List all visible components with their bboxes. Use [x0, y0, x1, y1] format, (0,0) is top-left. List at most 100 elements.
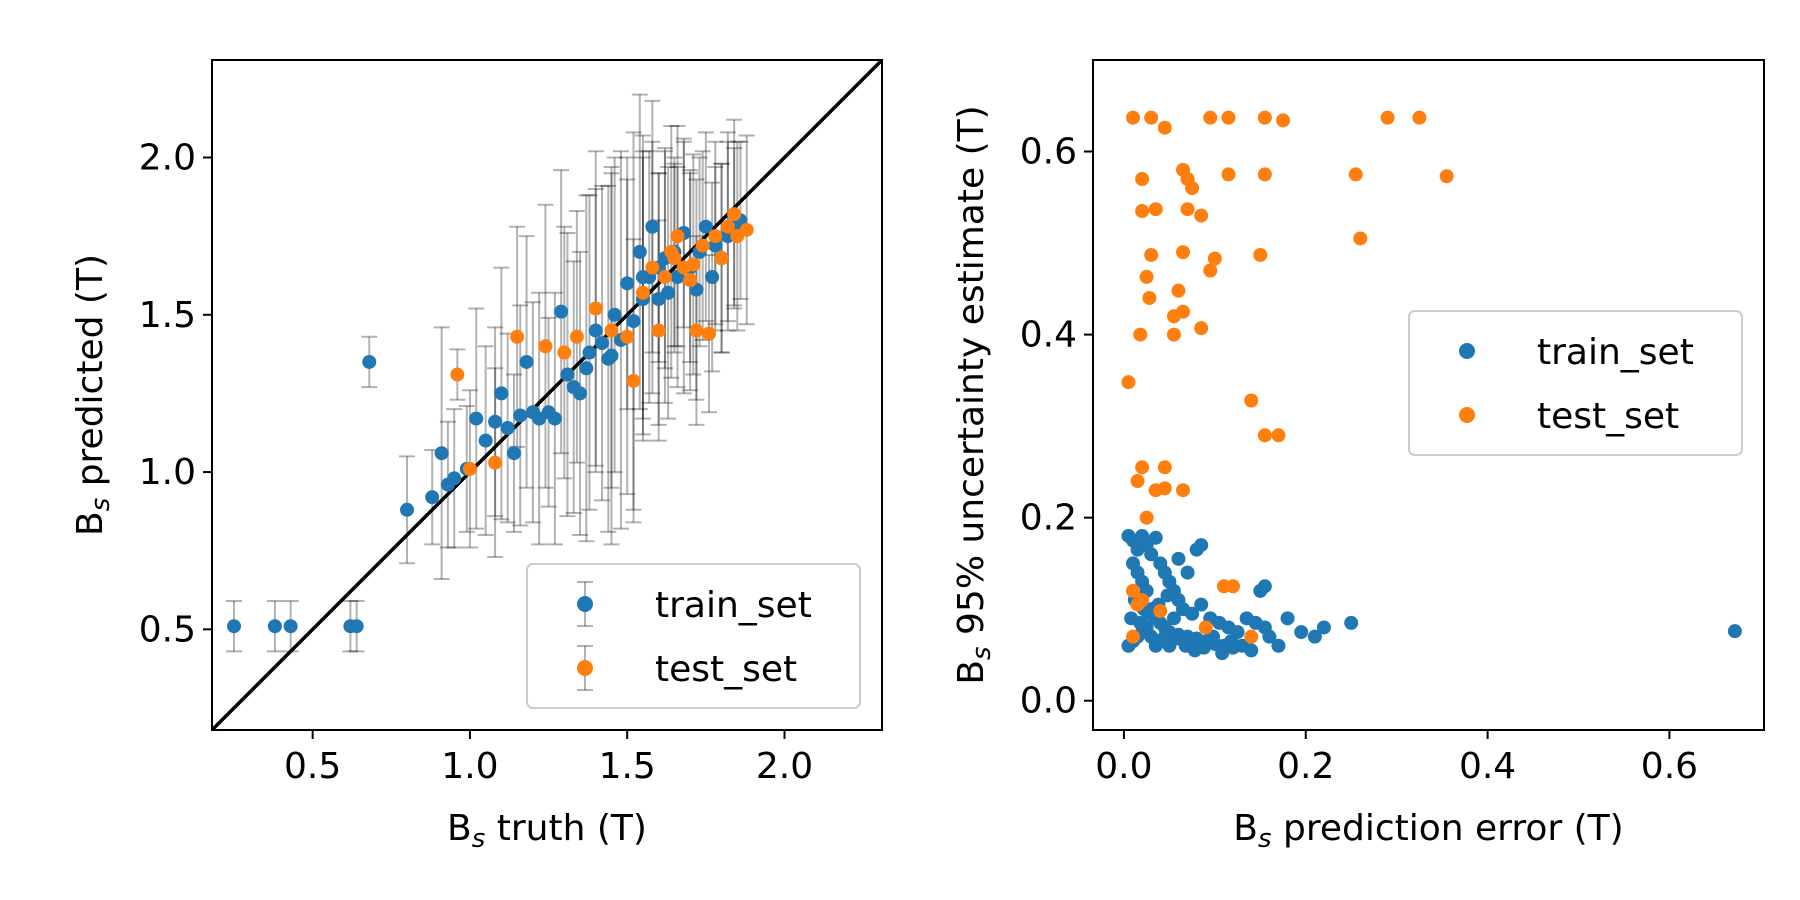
point-train_set-57: [1344, 615, 1359, 630]
point-test_set-21: [701, 326, 716, 341]
point-train_set-40: [1166, 611, 1181, 626]
legend-label-test_set: test_set: [655, 649, 797, 690]
x-axis-label-main: B: [447, 808, 472, 849]
point-test_set-3: [1203, 110, 1218, 125]
point-test_set-28: [1203, 263, 1218, 278]
point-train_set-16: [500, 421, 515, 436]
point-test_set-33: [1166, 327, 1181, 342]
point-test_set-17: [1135, 204, 1150, 219]
point-test_set-38: [1271, 428, 1286, 443]
y-tick-label: 0.5: [139, 609, 196, 650]
point-train_set-17: [506, 446, 521, 461]
point-train_set-68: [1142, 606, 1157, 621]
point-test_set-16: [1439, 169, 1454, 184]
point-test_set-4: [1221, 110, 1236, 125]
point-train_set-63: [1180, 565, 1195, 580]
legend: train_set test_set: [526, 563, 861, 709]
point-test_set-49: [1153, 604, 1168, 619]
point-train_set-70: [1160, 588, 1175, 603]
point-train_set-29: [1244, 643, 1259, 658]
point-train_set-56: [1316, 620, 1331, 635]
point-test_set-32: [1133, 327, 1148, 342]
point-test_set-37: [1257, 428, 1272, 443]
point-train_set-25: [560, 367, 575, 382]
point-test_set-12: [1185, 181, 1200, 196]
point-train_set-49: [698, 219, 713, 234]
point-test_set-40: [1157, 460, 1172, 475]
axes-frame: [1092, 59, 1765, 731]
point-train_set-58: [604, 348, 619, 363]
point-test_set-27: [739, 222, 754, 237]
point-train_set-56: [651, 292, 666, 307]
point-test_set-18: [683, 273, 698, 288]
point-test_set-14: [657, 270, 672, 285]
point-test_set-35: [1121, 375, 1136, 390]
point-test_set-7: [1380, 110, 1395, 125]
point-train_set-10: [447, 471, 462, 486]
point-train_set-6: [400, 502, 415, 517]
point-train_set-15: [494, 386, 509, 401]
legend-box: [526, 563, 861, 709]
point-train_set-1: [267, 619, 282, 634]
point-test_set-39: [1135, 460, 1150, 475]
x-tick-label: 1.5: [599, 746, 656, 787]
point-test_set-22: [708, 229, 723, 244]
point-test_set-46: [1126, 583, 1141, 598]
chart-2: 0.0 0.2 0.4 0.6 0.0 0.2 0.4 0.6 Bs prediction er…: [951, 59, 1765, 854]
point-test_set-23: [714, 251, 729, 266]
legend: train_set test_set: [1408, 310, 1743, 456]
point-train_set-39: [645, 219, 660, 234]
point-train_set-23: [547, 411, 562, 426]
x-tick-label: 1.0: [441, 746, 498, 787]
point-train_set-76: [1215, 646, 1230, 661]
point-train_set-52: [1271, 638, 1286, 653]
point-test_set-28: [686, 257, 701, 272]
point-test_set-3: [510, 329, 525, 344]
point-test_set-9: [1135, 171, 1150, 186]
point-test_set-41: [1130, 474, 1145, 489]
point-test_set-13: [651, 323, 666, 338]
point-test_set-34: [1194, 321, 1209, 336]
point-test_set-13: [1221, 167, 1236, 182]
point-test_set-20: [695, 238, 710, 253]
point-test_set-6: [569, 329, 584, 344]
point-train_set-6: [1148, 530, 1163, 545]
point-test_set-6: [1276, 113, 1291, 128]
point-train_set-27: [573, 386, 588, 401]
point-train_set-0: [227, 619, 242, 634]
point-test_set-51: [1226, 579, 1241, 594]
point-train_set-36: [632, 244, 647, 259]
legend-marker-test_set: [1459, 407, 1475, 423]
y-tick-label: 1.5: [139, 295, 196, 336]
point-test_set-12: [645, 260, 660, 275]
plot-area: [212, 60, 882, 730]
point-train_set-24: [554, 304, 569, 319]
x-tick-label: 0.2: [1277, 746, 1334, 787]
point-test_set-31: [1176, 304, 1191, 319]
x-tick-label: 0.0: [1095, 746, 1152, 787]
point-train_set-59: [1253, 583, 1268, 598]
point-train_set-57: [635, 270, 650, 285]
x-axis-label-rest: prediction error (T): [1272, 808, 1624, 849]
point-test_set-48: [1135, 593, 1150, 608]
point-test_set-1: [1144, 110, 1159, 125]
y-tick-label: 0.2: [1020, 498, 1077, 539]
legend-label-train_set: train_set: [655, 585, 812, 626]
legend-label-test_set: test_set: [1537, 396, 1679, 437]
point-train_set-34: [620, 276, 635, 291]
point-train_set-53: [1280, 611, 1295, 626]
legend-marker-train_set: [577, 596, 593, 612]
y-axis-label-sub: s: [86, 498, 116, 512]
point-test_set-5: [1257, 110, 1272, 125]
legend-marker-test_set: [577, 660, 593, 676]
point-test_set-24: [1253, 247, 1268, 262]
point-test_set-36: [1244, 393, 1259, 408]
point-test_set-23: [1207, 251, 1222, 266]
point-train_set-12: [469, 411, 484, 426]
point-train_set-59: [579, 361, 594, 376]
point-train_set-74: [1196, 640, 1211, 655]
y-axis-label-main: B: [951, 660, 992, 685]
point-train_set-78: [1727, 624, 1742, 639]
point-train_set-18: [513, 408, 528, 423]
